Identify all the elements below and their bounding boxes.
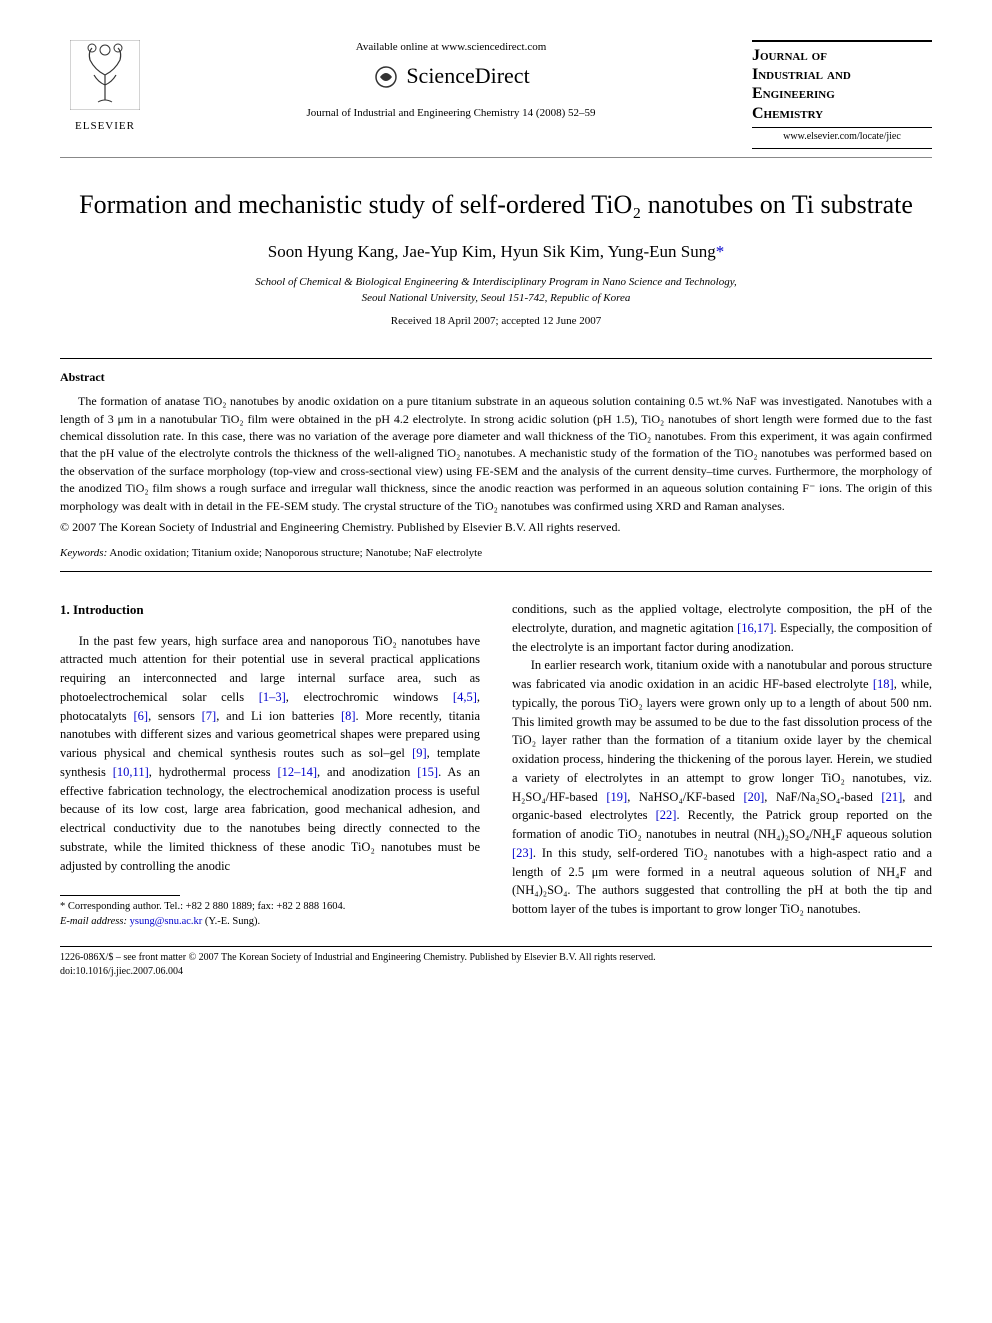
journal-name-line4: Chemistry	[752, 104, 932, 123]
journal-name-line2: Industrial and	[752, 65, 932, 84]
sciencedirect-logo: ScienceDirect	[170, 61, 732, 92]
t: . In this study, self-ordered TiO₂ nanot…	[512, 846, 932, 916]
ref-link-10-11[interactable]: [10,11]	[113, 765, 149, 779]
body-columns: 1. Introduction In the past few years, h…	[60, 600, 932, 930]
author-list: Soon Hyung Kang, Jae-Yup Kim, Hyun Sik K…	[60, 240, 932, 264]
ref-link-19[interactable]: [19]	[606, 790, 627, 804]
t: , while, typically, the porous TiO₂ laye…	[512, 677, 932, 804]
ref-link-22[interactable]: [22]	[656, 808, 677, 822]
t: , NaHSO₄/KF-based	[627, 790, 743, 804]
ref-link-21[interactable]: [21]	[881, 790, 902, 804]
authors-text: Soon Hyung Kang, Jae-Yup Kim, Hyun Sik K…	[268, 242, 716, 261]
abstract-heading: Abstract	[60, 369, 932, 386]
ref-link-8[interactable]: [8]	[341, 709, 356, 723]
keywords-text: Anodic oxidation; Titanium oxide; Nanopo…	[107, 547, 482, 559]
t: , and anodization	[317, 765, 417, 779]
email-label: E-mail address:	[60, 916, 127, 927]
sciencedirect-text: ScienceDirect	[406, 61, 529, 92]
ref-link-6[interactable]: [6]	[133, 709, 148, 723]
ref-link-12-14[interactable]: [12–14]	[277, 765, 317, 779]
intro-para-2: In earlier research work, titanium oxide…	[512, 656, 932, 919]
elsevier-tree-icon	[70, 40, 140, 110]
available-online-text: Available online at www.sciencedirect.co…	[170, 40, 732, 55]
ref-link-20[interactable]: [20]	[743, 790, 764, 804]
affiliation-line2: Seoul National University, Seoul 151-742…	[362, 292, 631, 304]
intro-para-1-cont: conditions, such as the applied voltage,…	[512, 600, 932, 656]
corresponding-footnote: * Corresponding author. Tel.: +82 2 880 …	[60, 900, 480, 915]
footer-copyright: 1226-086X/$ – see front matter © 2007 Th…	[60, 951, 932, 965]
header-center: Available online at www.sciencedirect.co…	[150, 40, 752, 122]
elsevier-label: ELSEVIER	[60, 119, 150, 134]
t: . As an effective fabrication technology…	[60, 765, 480, 873]
keywords-line: Keywords: Anodic oxidation; Titanium oxi…	[60, 546, 932, 561]
ref-link-4-5[interactable]: [4,5]	[453, 690, 477, 704]
t: , NaF/Na₂SO₄-based	[764, 790, 881, 804]
email-link[interactable]: ysung@snu.ac.kr	[127, 916, 205, 927]
journal-name-line1: Journal of	[752, 46, 932, 65]
email-name: (Y.-E. Sung).	[205, 916, 260, 927]
keywords-label: Keywords:	[60, 547, 107, 559]
abstract-top-rule	[60, 358, 932, 359]
left-column: 1. Introduction In the past few years, h…	[60, 600, 480, 930]
corresponding-mark: *	[716, 242, 725, 261]
sciencedirect-icon	[372, 63, 400, 91]
t: In earlier research work, titanium oxide…	[512, 658, 932, 691]
ref-link-9[interactable]: [9]	[412, 746, 427, 760]
ref-link-7[interactable]: [7]	[202, 709, 217, 723]
section-1-heading: 1. Introduction	[60, 600, 480, 620]
t: , sensors	[148, 709, 202, 723]
affiliation-line1: School of Chemical & Biological Engineer…	[255, 276, 737, 288]
ref-link-1-3[interactable]: [1–3]	[259, 690, 286, 704]
abstract-text: The formation of anatase TiO₂ nanotubes …	[60, 393, 932, 515]
footer-rule	[60, 946, 932, 947]
ref-link-16-17[interactable]: [16,17]	[737, 621, 773, 635]
footnote-rule	[60, 895, 180, 896]
t: , hydrothermal process	[149, 765, 278, 779]
t: , electrochromic windows	[286, 690, 453, 704]
citation-line: Journal of Industrial and Engineering Ch…	[170, 106, 732, 121]
journal-url: www.elsevier.com/locate/jiec	[752, 127, 932, 144]
page-header: ELSEVIER Available online at www.science…	[60, 40, 932, 149]
email-footnote: E-mail address: ysung@snu.ac.kr (Y.-E. S…	[60, 915, 480, 930]
elsevier-logo-block: ELSEVIER	[60, 40, 150, 135]
journal-name-line3: Engineering	[752, 84, 932, 103]
t: , and Li ion batteries	[216, 709, 341, 723]
footer-doi: doi:10.1016/j.jiec.2007.06.004	[60, 965, 932, 979]
header-rule	[60, 157, 932, 158]
article-title: Formation and mechanistic study of self-…	[60, 188, 932, 222]
affiliation: School of Chemical & Biological Engineer…	[60, 275, 932, 306]
article-dates: Received 18 April 2007; accepted 12 June…	[60, 314, 932, 329]
ref-link-15[interactable]: [15]	[417, 765, 438, 779]
abstract-bottom-rule	[60, 571, 932, 572]
ref-link-23[interactable]: [23]	[512, 846, 533, 860]
intro-para-1: In the past few years, high surface area…	[60, 632, 480, 876]
journal-title-block: Journal of Industrial and Engineering Ch…	[752, 40, 932, 149]
copyright-line: © 2007 The Korean Society of Industrial …	[60, 519, 932, 536]
right-column: conditions, such as the applied voltage,…	[512, 600, 932, 930]
ref-link-18[interactable]: [18]	[873, 677, 894, 691]
